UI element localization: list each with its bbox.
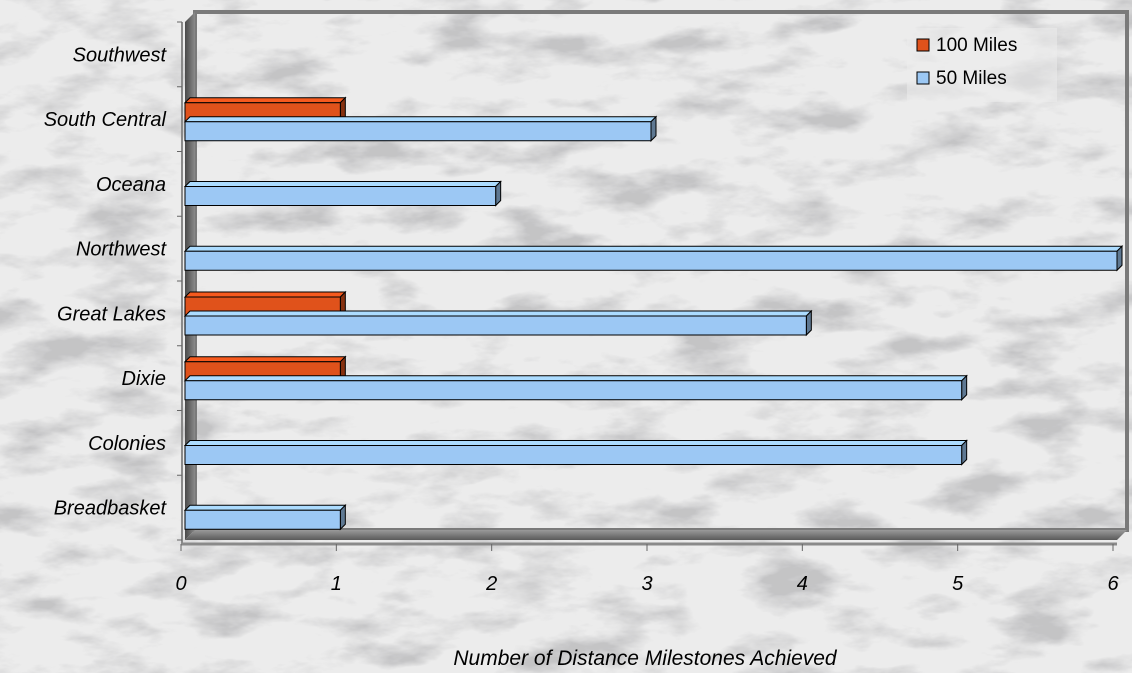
bar-50-miles [183, 309, 813, 337]
x-tick-label: 1 [331, 573, 342, 595]
bar-group [183, 96, 1124, 531]
bar-50-miles-face [184, 380, 963, 401]
legend: 100 Miles 50 Miles [907, 28, 1057, 102]
x-tick-label: 3 [641, 573, 652, 595]
bar-100-miles-top [183, 97, 347, 104]
x-tick-label: 4 [797, 573, 808, 595]
category-label: South Central [44, 109, 167, 131]
bar-50-miles-top [183, 116, 658, 123]
bar-50-miles [183, 115, 658, 142]
bar-50-miles-face [184, 121, 652, 142]
bar-50-miles-end [650, 115, 657, 142]
bar-50-miles-top [183, 181, 502, 187]
bar-50-miles-face [184, 250, 1118, 271]
tick-group: 0 1 2 3 4 5 6 Breadbasket Colonies Dixie Great Lak… [44, 21, 1119, 595]
x-tick-label: 2 [485, 573, 497, 595]
bar-50-miles-end [961, 439, 968, 466]
bar-50-miles-face [184, 315, 807, 336]
bar-50-miles-face [184, 186, 497, 206]
bar-50-miles [183, 374, 968, 401]
legend-swatch [916, 38, 930, 52]
bar-50-miles [183, 180, 502, 207]
bar-50-miles-end [805, 309, 812, 337]
bar-50-miles-top [183, 375, 968, 382]
x-tick-label: 5 [952, 573, 964, 595]
legend-swatch [916, 71, 930, 85]
category-label: Dixie [122, 368, 166, 390]
category-label: Breadbasket [54, 498, 168, 520]
legend-box [907, 28, 1057, 102]
legend-label: 50 Miles [936, 68, 1007, 89]
bar-50-miles-end [495, 180, 502, 207]
x-tick-label: 6 [1107, 573, 1119, 595]
category-label: Great Lakes [57, 303, 166, 325]
category-label: Colonies [88, 433, 166, 455]
x-axis-title: Number of Distance Milestones Achieved [453, 647, 838, 670]
bar-50-miles [183, 245, 1124, 272]
bar-50-miles-top [183, 504, 347, 511]
bar-50-miles-face [184, 509, 341, 530]
category-label: Southwest [73, 44, 168, 66]
bar-50-miles [183, 504, 347, 531]
bar-50-miles-face [184, 445, 963, 465]
bar-50-miles-top [183, 245, 1124, 252]
category-label: Northwest [76, 239, 167, 261]
bar-50-miles-top [183, 310, 813, 317]
legend-label: 100 Miles [936, 35, 1017, 56]
x-tick-label: 0 [175, 573, 186, 595]
bar-100-miles-top [183, 356, 347, 363]
category-label: Oceana [96, 174, 166, 196]
bar-50-miles [183, 439, 968, 466]
plot-floor [185, 530, 1127, 540]
bar-50-miles-end [961, 374, 968, 401]
plot-side-wall [185, 12, 195, 540]
bar-50-miles-top [183, 440, 968, 446]
bar-50-miles-end [1116, 245, 1123, 272]
bar-50-miles-end [339, 504, 346, 531]
bar-100-miles-top [183, 291, 347, 298]
